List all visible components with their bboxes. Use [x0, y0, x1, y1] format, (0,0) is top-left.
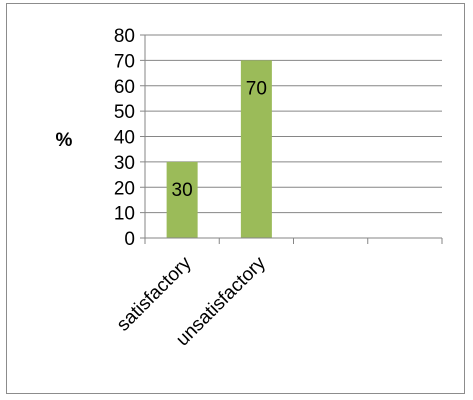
- y-tick-label: 40: [114, 128, 135, 149]
- bar-unsatisfactory: [240, 60, 272, 238]
- y-tick-label: 10: [114, 204, 135, 225]
- y-tick-label: 20: [114, 178, 135, 199]
- y-tick-label: 60: [114, 77, 135, 98]
- bar-satisfactory: [166, 161, 198, 238]
- y-tick-label: 50: [114, 102, 135, 123]
- y-tick-label: 30: [114, 153, 135, 174]
- y-tick-label: 0: [124, 229, 135, 250]
- data-label: 70: [246, 78, 267, 99]
- chart-frame: [6, 3, 465, 394]
- data-label: 30: [172, 180, 193, 201]
- y-axis-label: %: [56, 130, 73, 151]
- y-tick-label: 80: [114, 26, 135, 47]
- y-tick-label: 70: [114, 51, 135, 72]
